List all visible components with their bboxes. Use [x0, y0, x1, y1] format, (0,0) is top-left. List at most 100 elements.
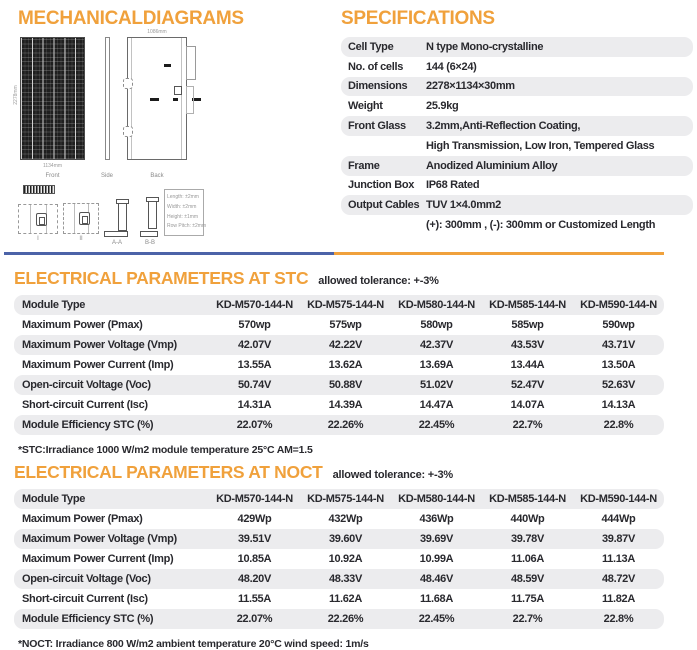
spec-label: Output Cables	[348, 199, 420, 212]
param-value: 39.69V	[419, 533, 454, 545]
spec-label: No. of cells	[348, 60, 404, 73]
noct-table: Module Type KD-M570-144-N KD-M575-144-N KD-…	[14, 489, 664, 629]
param-value: 22.8%	[603, 419, 634, 431]
section-bb-drawing	[140, 197, 160, 237]
param-value: 429Wp	[237, 513, 272, 525]
param-value: 48.20V	[237, 573, 272, 585]
column-header-model: KD-M585-144-N	[489, 299, 566, 311]
noct-section: ELECTRICAL PARAMETERS AT NOCT allowed to…	[14, 462, 684, 650]
stc-section: ELECTRICAL PARAMETERS AT STC allowed tol…	[14, 268, 684, 456]
param-value: 42.07V	[237, 339, 272, 351]
spec-label: Junction Box	[348, 179, 415, 192]
param-value: 48.33V	[328, 573, 363, 585]
spec-value: TUV 1×4.0mm2	[426, 199, 501, 212]
param-value: 22.26%	[327, 613, 364, 625]
frame-profile-part	[140, 231, 158, 237]
noct-tolerance-note: allowed tolerance: +-3%	[332, 469, 454, 481]
tolerance-note-box: Length: ±2mm Width: ±2mm Height: ±1mm Row P…	[164, 189, 206, 236]
table-row: Short-circuit Current (Isc) 11.55A 11.62A 1…	[14, 589, 664, 609]
param-value: 11.13A	[601, 553, 636, 565]
param-value: 39.60V	[328, 533, 363, 545]
param-value: 22.45%	[418, 419, 455, 431]
param-value: 50.88V	[328, 379, 363, 391]
spec-row: Dimensions 2278×1134×30mm	[341, 76, 693, 97]
param-value: 48.46V	[419, 573, 454, 585]
mechanical-diagrams-section: MECHANICALDIAGRAMS 2278mm 1134mm Front S…	[13, 8, 340, 250]
frame-profile-part	[104, 231, 128, 237]
spec-row: Output Cables TUV 1×4.0mm2	[341, 195, 693, 216]
table-row: Open-circuit Voltage (Voc) 48.20V 48.33V 48…	[14, 569, 664, 589]
table-row: Maximum Power Current (Imp) 13.55A 13.62A 1…	[14, 355, 664, 375]
param-value: 22.8%	[603, 613, 634, 625]
mechanical-diagram-canvas: 2278mm 1134mm Front Side 1086mm Back	[13, 29, 340, 250]
spec-label: Front Glass	[348, 120, 406, 133]
param-label: Maximum Power (Pmax)	[22, 319, 143, 331]
back-label-mark	[164, 64, 171, 67]
param-value: 39.51V	[237, 533, 272, 545]
param-value: 11.75A	[510, 593, 545, 605]
side-view-drawing	[105, 37, 110, 160]
frame-profile-part	[118, 203, 127, 231]
param-value: 39.78V	[510, 533, 545, 545]
junction-box-detail	[79, 212, 91, 225]
param-value: 590wp	[602, 319, 635, 331]
param-value: 50.74V	[237, 379, 272, 391]
detail-1-caption: I	[37, 236, 39, 242]
param-value: 10.92A	[328, 553, 363, 565]
back-view-drawing	[123, 37, 201, 160]
detail-view-1-drawing	[18, 204, 58, 234]
param-label: Maximum Power Voltage (Vmp)	[22, 533, 177, 545]
spec-row: Frame Anodized Aluminium Alloy	[341, 155, 693, 176]
column-header-model: KD-M570-144-N	[216, 493, 293, 505]
spec-label: Cell Type	[348, 40, 394, 53]
param-value: 585wp	[511, 319, 544, 331]
stc-title: ELECTRICAL PARAMETERS AT STC	[14, 268, 309, 288]
spec-row: No. of cells 144 (6×24)	[341, 57, 693, 77]
cable-mark	[192, 98, 201, 101]
front-view-caption: Front	[45, 173, 60, 179]
param-label: Maximum Power Voltage (Vmp)	[22, 339, 177, 351]
param-value: 43.53V	[510, 339, 545, 351]
mounting-clamp-detail	[123, 126, 133, 137]
param-value: 48.59V	[510, 573, 545, 585]
param-value: 13.69A	[419, 359, 454, 371]
param-value: 13.44A	[510, 359, 545, 371]
detail-line	[30, 205, 32, 233]
spec-row: High Transmission, Low Iron, Tempered Gl…	[341, 136, 693, 156]
specifications-title: SPECIFICATIONS	[341, 8, 495, 29]
spec-label: Weight	[348, 100, 383, 113]
table-row: Maximum Power Voltage (Vmp) 39.51V 39.60V 3…	[14, 529, 664, 549]
mechanical-diagrams-title: MECHANICALDIAGRAMS	[18, 8, 244, 29]
tolerance-line: Width: ±2mm	[167, 203, 197, 210]
param-value: 52.47V	[510, 379, 545, 391]
detail-line	[74, 204, 76, 233]
param-label: Short-circuit Current (Isc)	[22, 593, 148, 605]
param-value: 11.55A	[237, 593, 272, 605]
param-value: 22.26%	[327, 419, 364, 431]
column-header-model: KD-M570-144-N	[216, 299, 293, 311]
param-value: 22.7%	[512, 419, 543, 431]
table-row: Maximum Power Voltage (Vmp) 42.07V 42.22V 4…	[14, 335, 664, 355]
spec-label: Dimensions	[348, 80, 408, 93]
spec-value: N type Mono-crystalline	[426, 40, 544, 53]
back-view-caption: Back	[150, 173, 164, 179]
stc-table: Module Type KD-M570-144-N KD-M575-144-N KD-…	[14, 295, 664, 435]
param-value: 22.07%	[236, 613, 273, 625]
param-value: 580wp	[420, 319, 453, 331]
spec-value: IP68 Rated	[426, 179, 480, 192]
section-aa-caption: A-A	[111, 240, 122, 246]
param-value: 11.06A	[510, 553, 545, 565]
param-label: Module Efficiency STC (%)	[22, 613, 154, 625]
cable-mark	[173, 98, 178, 101]
back-side-rail	[186, 46, 196, 80]
table-row: Maximum Power (Pmax) 429Wp 432Wp 436Wp 440Wp…	[14, 509, 664, 529]
param-value: 14.07A	[510, 399, 545, 411]
param-label: Open-circuit Voltage (Voc)	[22, 379, 151, 391]
param-value: 11.68A	[419, 593, 454, 605]
param-label: Open-circuit Voltage (Voc)	[22, 573, 151, 585]
param-value: 13.62A	[328, 359, 363, 371]
column-header-model: KD-M585-144-N	[489, 493, 566, 505]
side-view-caption: Side	[100, 173, 113, 179]
param-value: 51.02V	[419, 379, 454, 391]
param-value: 13.50A	[601, 359, 636, 371]
